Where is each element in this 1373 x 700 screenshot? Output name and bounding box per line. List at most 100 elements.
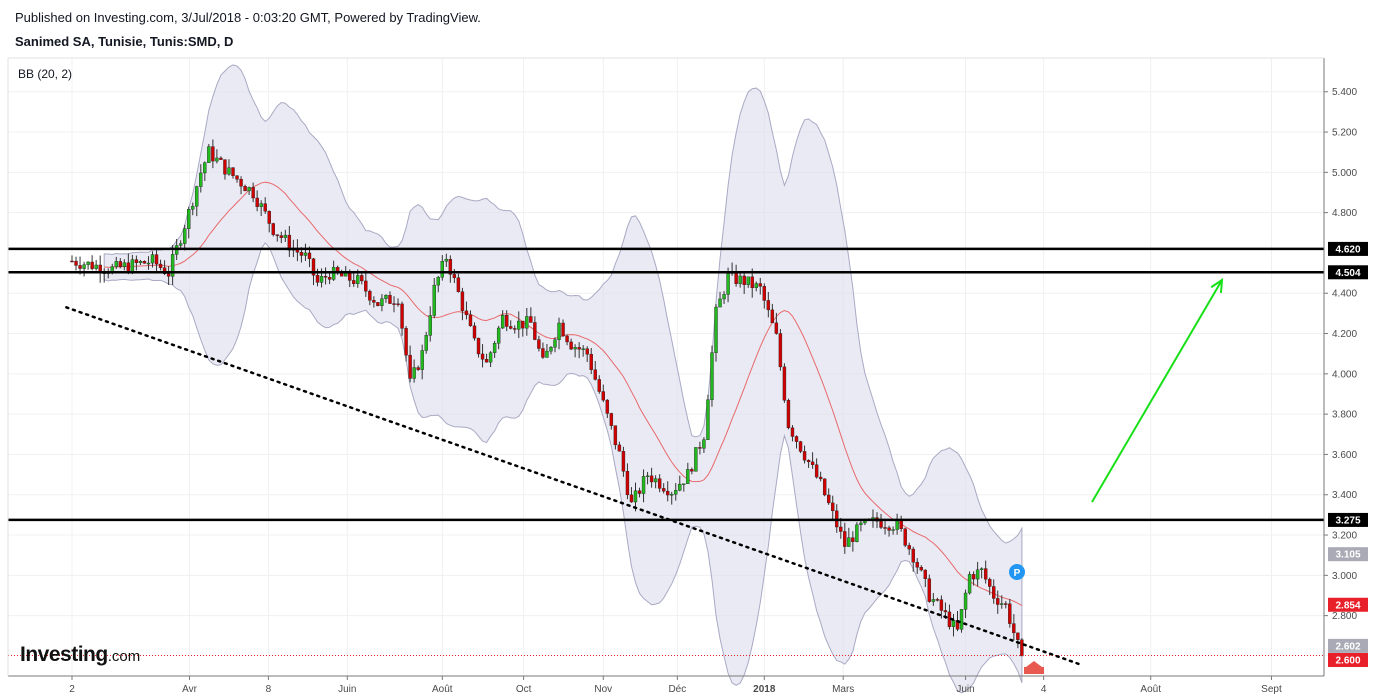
candle [94,260,98,271]
marker-label: P [1014,568,1021,579]
candle-body [275,234,279,236]
candle-body [428,315,432,336]
candle [766,292,771,318]
candle-body [533,322,537,340]
logo-suffix: .com [107,648,141,665]
candle-body [82,264,86,269]
candle [577,342,581,359]
candle [597,375,601,394]
candle-body [726,273,730,295]
candle-body [774,322,779,334]
candle [702,437,706,453]
candle-body [847,537,851,547]
candle [822,478,827,497]
candle [219,156,223,160]
candle [404,326,408,362]
candle [525,307,529,336]
candle-body [380,298,384,306]
candle [380,294,384,312]
candle [191,202,195,216]
candle [746,276,750,288]
candle-body [951,620,956,627]
candle-body [384,295,388,299]
candle-body [227,167,231,175]
candle-body [78,265,82,269]
candle [352,272,356,287]
candle [843,522,847,554]
candle [698,441,702,455]
x-tick-label: Nov [594,684,612,695]
candle-body [452,274,457,278]
candle [742,272,746,294]
candle-body [742,275,746,285]
candle-body [975,569,980,580]
candle [935,597,940,602]
y-tick-label: 5.000 [1332,168,1357,179]
symbol-title: Sanimed SA, Tunisie, Tunis:SMD, D [15,34,234,49]
candle [762,283,766,309]
candle-body [569,341,573,350]
candle [879,513,883,530]
candle-body [315,275,320,283]
candle-body [283,234,288,238]
candle [134,255,139,271]
candle [818,471,823,482]
candle-body [601,391,605,401]
candle-body [641,476,646,494]
candle-body [182,228,187,244]
candle-body [794,436,799,442]
candle-body [822,478,827,496]
candle-body [211,146,215,162]
candle-body [722,294,726,300]
candle [657,474,662,493]
candle [1000,595,1004,609]
candle [275,234,279,242]
candle [368,289,372,306]
candle [617,441,622,452]
published-line: Published on Investing.com, 3/Jul/2018 -… [15,10,481,25]
candle-body [839,526,843,532]
y-tick-label: 3.200 [1332,531,1357,542]
candle [187,206,191,239]
y-tick-label: 3.400 [1332,490,1357,501]
projection-arrow [1091,279,1223,503]
candle-body [311,258,316,276]
candle-body [992,586,996,599]
candle [396,298,400,307]
candle [154,250,159,273]
candle-body [678,483,682,491]
candle [231,167,235,179]
x-tick-label: 8 [266,684,272,695]
candle [585,346,589,363]
candle [629,487,634,503]
candle [661,483,666,494]
candle-body [468,314,473,327]
candle-body [126,262,131,272]
candle-body [851,537,855,542]
price-tag-label: 2.602 [1335,641,1360,652]
candle [710,345,714,407]
candle [887,525,891,537]
candle-body [790,427,795,437]
candle-body [243,186,247,192]
price-tag-label: 2.854 [1335,600,1360,611]
candle-body [943,610,948,613]
candle-body [505,314,509,327]
candle-body [923,569,927,579]
candle-body [118,261,123,267]
candle-body [154,254,159,265]
candle [283,229,288,242]
level-price-tag: 4.504 [1328,265,1368,280]
candle [138,259,143,266]
candle-body [802,451,807,461]
candle-body [170,254,175,277]
candle-body [702,439,706,449]
candle-body [319,276,324,283]
candle-body [891,529,895,531]
candle-body [323,276,328,278]
x-tick-label: Sept [1261,684,1282,695]
candle [738,272,742,288]
y-tick-label: 2.800 [1332,611,1357,622]
candle [436,275,440,293]
